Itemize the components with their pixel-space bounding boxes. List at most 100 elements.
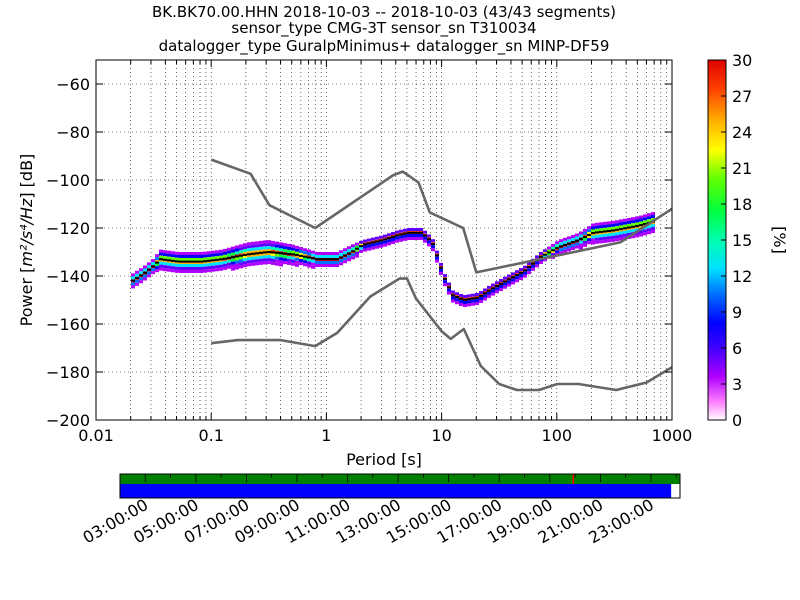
psd-cell <box>391 240 395 244</box>
psd-cell <box>539 260 543 264</box>
psd-cell <box>631 235 635 239</box>
psd-cell <box>595 234 599 238</box>
psd-cell <box>267 246 271 250</box>
y-tick-label: −180 <box>46 363 90 382</box>
psd-cell <box>571 246 575 250</box>
psd-cell <box>159 249 163 253</box>
psd-mode-cell <box>555 247 559 250</box>
psd-cell <box>283 246 287 250</box>
psd-cell <box>607 224 611 228</box>
psd-cell <box>191 258 195 261</box>
psd-cell <box>323 252 327 255</box>
psd-cell <box>207 266 211 270</box>
psd-cell <box>331 252 335 255</box>
psd-cell <box>535 264 539 268</box>
psd-mode-cell <box>643 222 647 225</box>
psd-cell <box>635 234 639 238</box>
psd-cell <box>223 251 227 255</box>
psd-cell <box>599 234 603 238</box>
psd-mode-cell <box>407 231 411 234</box>
psd-cell <box>343 257 347 261</box>
psd-cell <box>651 224 655 228</box>
psd-cell <box>631 229 635 233</box>
psd-cell <box>275 259 279 263</box>
psd-mode-cell <box>391 235 395 238</box>
psd-cell <box>347 246 351 250</box>
psd-cell <box>375 245 379 249</box>
psd-cell <box>619 222 623 226</box>
psd-cell <box>263 258 267 262</box>
psd-mode-cell <box>199 260 203 263</box>
psd-cell <box>235 248 239 252</box>
psd-cell <box>135 282 139 286</box>
psd-cell <box>615 226 619 230</box>
psd-cell <box>247 260 251 264</box>
psd-cell <box>511 278 515 282</box>
psd-cell <box>503 285 507 289</box>
psd-cell <box>363 239 367 243</box>
psd-cell <box>443 280 447 284</box>
psd-cell <box>287 243 291 247</box>
psd-cell <box>607 227 611 231</box>
psd-mode-cell <box>271 251 275 254</box>
psd-cell <box>311 250 315 254</box>
psd-cell <box>555 250 559 254</box>
psd-cell <box>199 258 203 261</box>
psd-cell <box>203 251 207 255</box>
psd-cell <box>355 245 359 249</box>
psd-cell <box>543 258 547 262</box>
grid-lines <box>96 60 672 420</box>
psd-cell <box>219 255 223 259</box>
psd-cell <box>575 233 579 237</box>
psd-mode-cell <box>303 255 307 258</box>
psd-cell <box>471 293 475 297</box>
psd-cell <box>259 246 263 250</box>
psd-cell <box>247 257 251 261</box>
psd-cell <box>415 234 419 237</box>
psd-cell <box>343 248 347 252</box>
psd-mode-cell <box>331 258 335 261</box>
psd-mode-cell <box>591 232 595 235</box>
psd-cell <box>611 235 615 239</box>
psd-cell <box>167 256 171 260</box>
psd-cell <box>483 288 487 292</box>
psd-cell <box>559 251 563 255</box>
psd-cell <box>583 240 587 244</box>
psd-cell <box>355 254 359 258</box>
psd-cell <box>499 279 503 283</box>
psd-cell <box>563 249 567 253</box>
psd-cell <box>231 261 235 265</box>
psd-mode-cell <box>587 234 591 237</box>
psd-mode-cell <box>523 269 527 272</box>
colorbar-tick-label: 3 <box>732 375 742 394</box>
psd-cell <box>591 226 595 230</box>
psd-cell <box>503 282 507 286</box>
psd-cell <box>263 261 267 265</box>
psd-cell <box>331 261 335 264</box>
psd-cell <box>643 226 647 230</box>
psd-cell <box>619 225 623 229</box>
psd-cell <box>215 265 219 269</box>
psd-mode-cell <box>315 258 319 261</box>
psd-mode-cell <box>255 252 259 255</box>
psd-cell <box>255 241 259 245</box>
psd-cell <box>243 249 247 253</box>
psd-mode-cell <box>191 260 195 263</box>
x-tick-label: 1 <box>321 426 331 445</box>
psd-mode-cell <box>395 234 399 237</box>
psd-cell <box>243 258 247 262</box>
psd-cell <box>519 274 523 278</box>
psd-cell <box>311 265 315 269</box>
psd-cell <box>155 269 159 273</box>
psd-cell <box>503 276 507 280</box>
psd-cell <box>199 255 203 258</box>
psd-cell <box>611 238 615 242</box>
psd-cell <box>499 288 503 292</box>
psd-cell <box>547 249 551 253</box>
psd-cell <box>267 258 271 262</box>
y-axis-label-prefix: Power [ <box>17 267 36 327</box>
psd-cell <box>183 255 187 258</box>
psd-cell <box>483 297 487 301</box>
psd-cell <box>439 271 443 275</box>
psd-cell <box>515 279 519 283</box>
